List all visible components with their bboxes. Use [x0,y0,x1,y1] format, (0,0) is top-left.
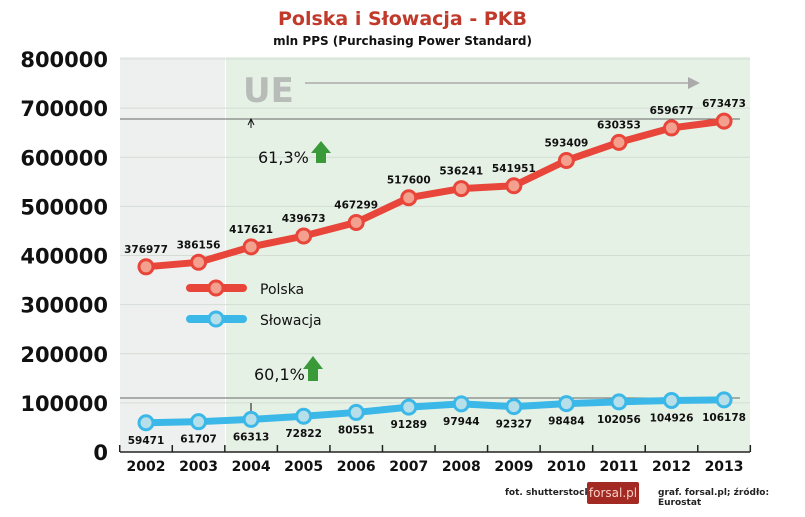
x-tick-label: 2012 [652,459,691,475]
data-label: 517600 [387,175,431,187]
series-line-slowacja [145,396,725,427]
data-point [452,395,470,413]
background-shade [226,57,750,452]
data-point [715,391,733,409]
y-tick-label: 500000 [20,195,108,219]
data-label: 106178 [702,412,746,424]
data-point [295,227,313,245]
data-label: 386156 [177,239,221,251]
data-point [190,413,208,431]
data-label: 66313 [233,431,270,443]
data-label: 630353 [597,119,641,131]
data-label: 80551 [338,424,375,436]
up-arrow-icon [311,141,331,163]
y-tick-label: 700000 [20,97,108,121]
source-credit: graf. forsal.pl; źródło: Eurostat [658,488,770,508]
data-point [557,395,575,413]
x-tick-label: 2007 [389,459,428,475]
x-tick-label: 2005 [284,459,323,475]
y-tick-label: 800000 [20,48,108,72]
x-tick-label: 2010 [547,459,586,475]
x-tick-label: 2002 [127,459,166,475]
data-point [242,410,260,428]
data-label: 467299 [334,199,378,211]
up-arrow-icon [303,356,323,381]
data-label: 673473 [702,98,746,110]
y-tick-label: 200000 [20,343,108,367]
x-tick-label: 2009 [494,459,533,475]
data-point [663,391,680,409]
photo-credit: fot. shutterstock [505,488,591,498]
data-label: 91289 [390,419,427,431]
data-label: 61707 [180,434,217,446]
slowacja-growth-label: 60,1% [254,365,305,384]
polska-span-arrow [247,117,255,128]
data-point [715,112,733,130]
x-tick-label: 2006 [337,459,376,475]
data-point [663,119,680,137]
legend-label: Polska [260,282,304,298]
y-tick-label: 100000 [20,392,108,416]
y-tick-label: 600000 [20,146,108,170]
data-label: 104926 [650,412,694,424]
legend-marker [207,310,225,328]
data-point [137,258,155,276]
forsal-logo: forsal.pl [587,482,639,504]
data-label: 593409 [544,137,588,149]
data-point [452,180,470,198]
chart-subtitle: mln PPS (Purchasing Power Standard) [273,34,532,48]
data-point [610,393,628,411]
y-tick-label: 0 [93,441,108,465]
data-label: 417621 [229,224,273,236]
data-point [295,407,313,425]
x-tick-label: 2011 [599,459,638,475]
data-point [400,398,418,416]
data-point [347,213,365,231]
y-tick-label: 300000 [20,294,108,318]
data-label: 659677 [650,105,694,117]
data-point [242,238,260,256]
data-point [137,414,155,432]
ue-label: UE [243,71,294,111]
data-label: 536241 [439,166,483,178]
x-tick-label: 2013 [705,459,744,475]
background-left [120,57,225,452]
data-label: 92327 [496,419,533,431]
data-point [400,189,418,207]
data-point [190,253,208,271]
data-label: 97944 [443,416,480,428]
x-tick-label: 2008 [442,459,481,475]
data-point [505,398,523,416]
data-point [505,177,523,195]
ue-arrow-head [688,77,700,89]
x-tick-label: 2004 [232,459,271,475]
y-tick-label: 400000 [20,245,108,269]
data-point [347,403,365,421]
data-label: 541951 [492,163,536,175]
polska-growth-label: 61,3% [258,148,309,167]
data-point [610,133,628,151]
legend-label: Słowacja [260,313,322,329]
data-label: 72822 [285,428,322,440]
data-label: 59471 [128,435,165,447]
data-label: 98484 [548,416,585,428]
data-point [557,151,575,169]
data-label: 376977 [124,244,168,256]
data-label: 102056 [597,414,641,426]
x-tick-label: 2003 [179,459,218,475]
legend-marker [207,279,225,297]
chart-title: Polska i Słowacja - PKB [277,8,527,30]
data-label: 439673 [282,213,326,225]
series-line-polska [145,117,725,271]
